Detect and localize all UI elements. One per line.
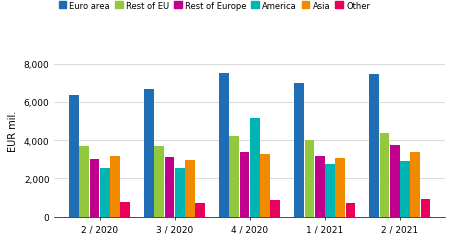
Bar <box>410 152 420 217</box>
Bar <box>165 158 174 217</box>
Bar <box>315 157 325 217</box>
Y-axis label: EUR mil.: EUR mil. <box>8 110 18 152</box>
Bar <box>400 162 410 217</box>
Bar <box>271 201 280 217</box>
Bar <box>294 83 304 217</box>
Bar <box>110 157 120 217</box>
Bar <box>325 164 335 217</box>
Bar <box>240 152 249 217</box>
Bar <box>195 203 205 217</box>
Bar <box>154 146 164 217</box>
Bar <box>69 96 79 217</box>
Bar <box>144 90 154 217</box>
Bar <box>175 168 185 217</box>
Bar <box>89 160 99 217</box>
Legend: Euro area, Rest of EU, Rest of Europe, America, Asia, Other: Euro area, Rest of EU, Rest of Europe, A… <box>59 2 370 11</box>
Bar <box>229 137 239 217</box>
Bar <box>219 74 229 217</box>
Bar <box>336 159 345 217</box>
Bar <box>370 75 379 217</box>
Bar <box>421 200 430 217</box>
Bar <box>250 119 260 217</box>
Bar <box>345 203 355 217</box>
Bar <box>305 141 314 217</box>
Bar <box>380 134 390 217</box>
Bar <box>390 145 400 217</box>
Bar <box>185 161 195 217</box>
Bar <box>260 155 270 217</box>
Bar <box>120 202 130 217</box>
Bar <box>100 168 109 217</box>
Bar <box>79 146 89 217</box>
